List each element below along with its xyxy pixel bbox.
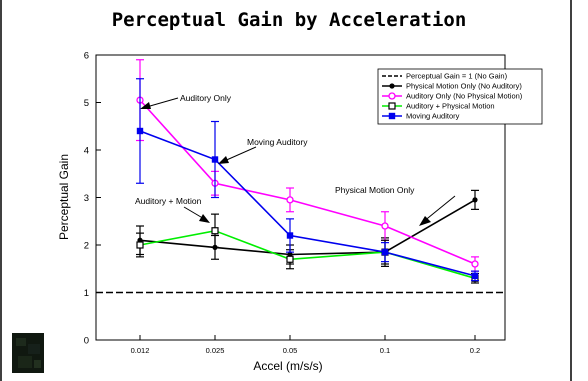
annotation-moving-auditory-label: Moving Auditory	[247, 137, 308, 147]
legend-item: Auditory Only (No Physical Motion)	[382, 92, 523, 101]
series-line	[139, 99, 476, 265]
legend-item: Moving Auditory	[382, 112, 460, 121]
thumbnail-image	[12, 333, 44, 373]
data-point	[211, 156, 219, 163]
legend-item: Physical Motion Only (No Auditory)	[382, 82, 522, 91]
data-point	[211, 227, 219, 235]
data-point	[136, 241, 144, 249]
data-point	[286, 232, 294, 239]
annotation-moving-auditory: Moving Auditory	[218, 137, 308, 164]
y-axis-ticks: 0 1 2 3 4 5 6	[84, 51, 101, 347]
data-point	[471, 272, 479, 280]
annotations: Auditory Only Moving Auditory Physical M…	[135, 93, 456, 226]
legend-label: Moving Auditory	[406, 112, 460, 121]
annotation-physical-motion-only-label: Physical Motion Only	[335, 185, 415, 195]
legend-item: Auditory + Physical Motion	[382, 102, 495, 111]
y-tick-label: 6	[84, 51, 89, 62]
legend-item: Perceptual Gain = 1 (No Gain)	[382, 72, 508, 81]
annotation-auditory-only-label: Auditory Only	[180, 93, 232, 103]
data-point	[472, 197, 478, 203]
annotation-auditory-plus-motion: Auditory + Motion	[135, 196, 210, 223]
data-point	[136, 127, 144, 135]
legend-label: Perceptual Gain = 1 (No Gain)	[406, 72, 508, 81]
legend-marker	[388, 112, 396, 120]
data-point	[471, 260, 479, 268]
x-axis-ticks: 0.012 0.025 0.05 0.1 0.2	[131, 335, 480, 355]
x-tick-label: 0.2	[470, 346, 480, 355]
y-tick-label: 0	[84, 336, 89, 347]
data-point	[286, 196, 294, 204]
annotation-auditory-only: Auditory Only	[140, 93, 232, 109]
series-line	[139, 199, 476, 256]
legend-marker	[388, 102, 396, 110]
chart-title: Perceptual Gain by Acceleration	[112, 9, 467, 31]
y-axis-label: Perceptual Gain	[57, 154, 71, 240]
x-tick-label: 0.05	[283, 346, 298, 355]
x-tick-label: 0.012	[131, 346, 150, 355]
legend: Perceptual Gain = 1 (No Gain)Physical Mo…	[377, 68, 543, 125]
data-point	[286, 255, 294, 263]
x-tick-label: 0.025	[206, 346, 225, 355]
data-point	[381, 222, 389, 230]
legend-box	[377, 68, 543, 125]
annotation-physical-motion-only: Physical Motion Only	[335, 185, 456, 226]
y-tick-label: 1	[84, 288, 89, 299]
series-3	[136, 213, 479, 284]
x-axis-label: Accel (m/s/s)	[253, 359, 322, 373]
data-point	[381, 248, 389, 256]
y-tick-label: 5	[84, 98, 89, 109]
legend-marker	[389, 83, 395, 89]
y-tick-label: 2	[84, 241, 89, 252]
y-tick-label: 4	[84, 146, 89, 157]
x-tick-label: 0.1	[380, 346, 390, 355]
series-4	[136, 78, 479, 282]
legend-label: Auditory + Physical Motion	[406, 102, 495, 111]
y-tick-label: 3	[84, 193, 89, 204]
legend-label: Auditory Only (No Physical Motion)	[406, 92, 523, 101]
legend-marker	[388, 92, 396, 100]
series-layer	[96, 59, 505, 294]
legend-label: Physical Motion Only (No Auditory)	[406, 82, 522, 91]
annotation-auditory-plus-motion-label: Auditory + Motion	[135, 196, 202, 206]
